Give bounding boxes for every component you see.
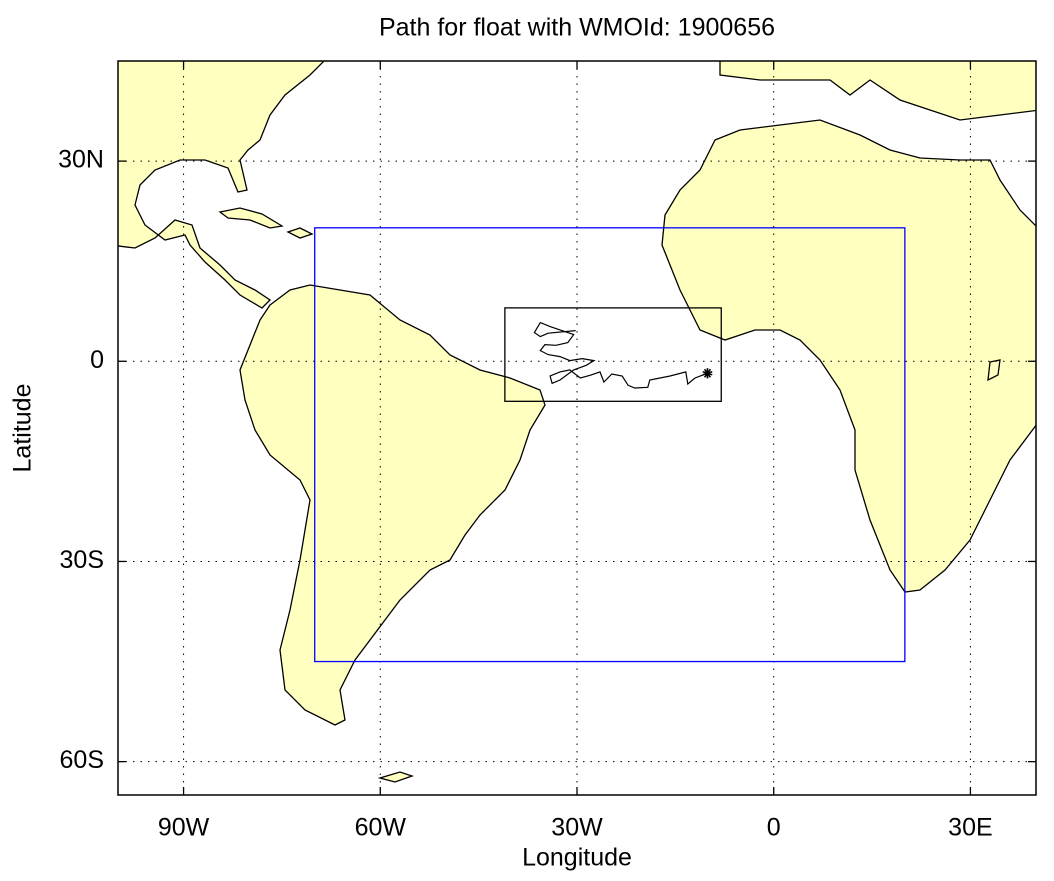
plot-frame <box>117 60 1037 796</box>
start-marker <box>702 368 713 379</box>
y-tick-label: 30S <box>60 546 104 574</box>
x-tick-label: 90W <box>158 814 210 842</box>
start-marker-stroke <box>703 368 712 378</box>
x-tick-label: 60W <box>355 814 407 842</box>
land <box>118 61 1036 783</box>
madagascar <box>987 359 1001 382</box>
chart-title: Path for float with WMOId: 1900656 <box>379 14 775 42</box>
x-tick-label: 30W <box>551 814 603 842</box>
europe <box>719 61 1036 121</box>
cuba <box>218 207 284 229</box>
y-axis-label: Latitude <box>9 384 37 473</box>
region-box <box>504 307 722 402</box>
falklands <box>377 771 415 783</box>
africa <box>661 119 1036 593</box>
x-axis-label: Longitude <box>522 844 632 872</box>
y-tick-label: 0 <box>90 346 104 374</box>
y-tick-label: 30N <box>58 146 104 174</box>
y-tick-label: 60S <box>60 746 104 774</box>
south-america <box>239 284 546 726</box>
region-box <box>314 227 906 663</box>
float-track <box>533 321 708 389</box>
north-america <box>118 61 325 309</box>
x-tick-label: 0 <box>767 814 781 842</box>
x-tick-label: 30E <box>948 814 992 842</box>
hispaniola <box>286 227 314 239</box>
